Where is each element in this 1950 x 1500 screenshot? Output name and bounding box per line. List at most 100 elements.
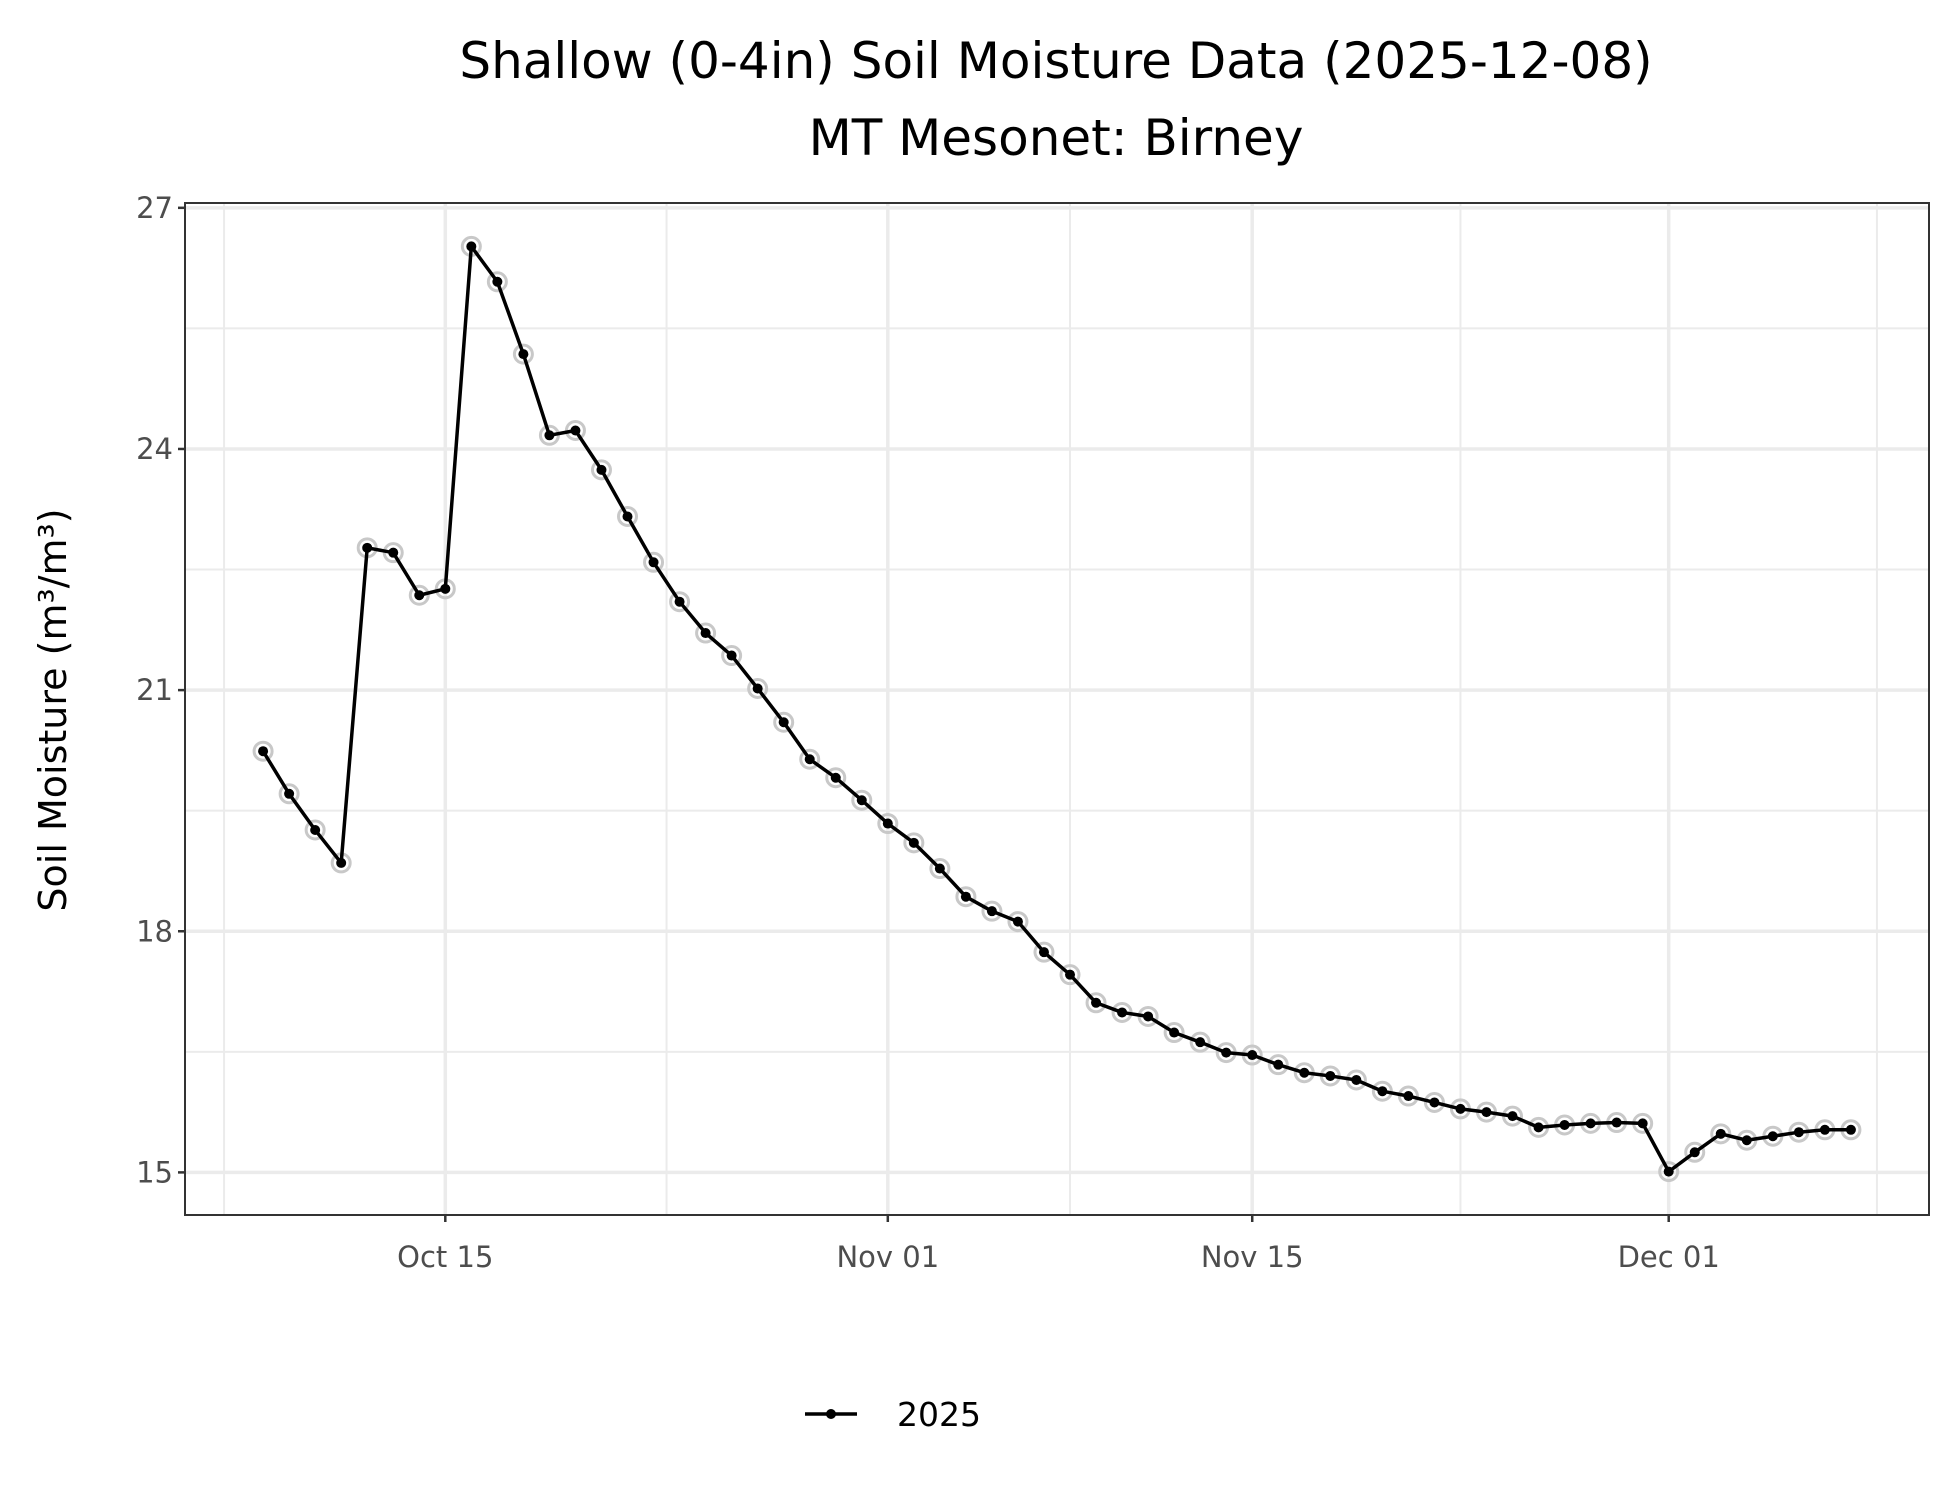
data-point-halo	[929, 858, 951, 880]
legend-label: 2025	[897, 1395, 981, 1434]
y-axis-label: Soil Moisture (m³/m³)	[31, 508, 75, 911]
data-point-halo	[252, 740, 274, 762]
data-point-halo	[1267, 1054, 1289, 1076]
data-point	[986, 906, 997, 917]
data-point	[752, 683, 763, 694]
data-point	[1507, 1111, 1518, 1122]
data-point	[336, 857, 347, 868]
data-point	[1533, 1122, 1544, 1133]
data-point	[1247, 1050, 1258, 1061]
data-point-halo	[486, 271, 508, 293]
data-point	[1689, 1147, 1700, 1158]
data-point	[1221, 1047, 1232, 1058]
data-point	[1403, 1091, 1414, 1102]
data-point	[804, 754, 815, 765]
data-point-halo	[877, 813, 899, 835]
grid	[185, 203, 1929, 1215]
data-point	[726, 650, 737, 661]
data-point	[1741, 1135, 1752, 1146]
data-point-halo	[1007, 911, 1029, 933]
x-tick-label: Oct 15	[397, 1240, 493, 1274]
data-point-halo	[1033, 941, 1055, 963]
data-point-halo	[408, 584, 430, 606]
x-tick-label: Dec 01	[1618, 1240, 1720, 1274]
data-point	[1637, 1118, 1648, 1129]
data-point	[934, 863, 945, 874]
data-point	[778, 717, 789, 728]
data-point	[310, 824, 321, 835]
data-point	[1299, 1067, 1310, 1078]
chart-subtitle: MT Mesonet: Birney	[809, 109, 1304, 167]
data-point	[440, 583, 451, 594]
data-point-halo	[669, 591, 691, 613]
x-tick-label: Nov 01	[836, 1240, 939, 1274]
axis-ticks: 15 18 21 24 27 Oct 15 Nov 01 Nov 15 Dec 01	[136, 191, 1720, 1274]
y-tick-label: 15	[136, 1155, 173, 1189]
data-point	[1195, 1037, 1206, 1048]
data-point-halo	[1658, 1161, 1680, 1183]
data-point-halo	[617, 505, 639, 527]
data-point	[1559, 1119, 1570, 1130]
data-point-halo	[747, 678, 769, 700]
data-point	[1429, 1097, 1440, 1108]
y-tick-label: 18	[136, 914, 173, 948]
data-point	[1351, 1074, 1362, 1085]
data-point-halo	[1423, 1091, 1445, 1113]
y-tick-label: 24	[136, 432, 173, 466]
data-point	[1325, 1070, 1336, 1081]
legend-point	[826, 1409, 836, 1419]
data-point-halo	[278, 783, 300, 805]
data-point	[596, 464, 607, 475]
data-point	[700, 628, 711, 639]
data-point	[1715, 1128, 1726, 1139]
data-point	[648, 557, 659, 568]
data-point-halo	[825, 767, 847, 789]
data-point	[1117, 1007, 1128, 1018]
data-point-halo	[1059, 964, 1081, 986]
data-point	[284, 788, 295, 799]
data-point-halo	[799, 748, 821, 770]
data-point	[544, 430, 555, 441]
data-point	[1143, 1011, 1154, 1022]
chart-title: Shallow (0-4in) Soil Moisture Data (2025…	[459, 32, 1652, 90]
data-point	[1377, 1086, 1388, 1097]
data-point	[1481, 1107, 1492, 1118]
data-point-halo	[1085, 992, 1107, 1014]
data-point	[830, 772, 841, 783]
data-point	[258, 746, 269, 757]
data-point-halo	[903, 832, 925, 854]
panel-border	[184, 202, 1930, 1216]
data-point	[1611, 1117, 1622, 1128]
data-point	[1845, 1124, 1856, 1135]
data-point-halo	[695, 622, 717, 644]
data-point	[1065, 969, 1076, 980]
data-point-halo	[1163, 1022, 1185, 1044]
y-tick-label: 27	[136, 191, 173, 225]
data-point	[1455, 1103, 1466, 1114]
data-point	[1273, 1059, 1284, 1070]
data-point	[388, 547, 399, 558]
series-line	[261, 244, 1851, 1174]
data-point	[362, 542, 373, 553]
data-point	[1819, 1124, 1830, 1135]
legend: 2025	[805, 1395, 981, 1434]
data-point	[1038, 947, 1049, 958]
data-point-halo	[512, 343, 534, 365]
data-point	[1012, 916, 1023, 927]
series-2025	[252, 235, 1862, 1183]
data-point-halo	[721, 645, 743, 667]
data-point	[1767, 1131, 1778, 1142]
data-point	[466, 241, 477, 252]
data-point-halo	[304, 819, 326, 841]
data-point	[492, 276, 503, 287]
data-point	[674, 596, 685, 607]
data-point-halo	[643, 551, 665, 573]
y-tick-label: 21	[136, 673, 173, 707]
data-point	[622, 511, 633, 522]
data-point-halo	[590, 459, 612, 481]
data-point	[960, 891, 971, 902]
data-point	[1585, 1118, 1596, 1129]
data-point	[1793, 1127, 1804, 1138]
data-point-halo	[773, 711, 795, 733]
